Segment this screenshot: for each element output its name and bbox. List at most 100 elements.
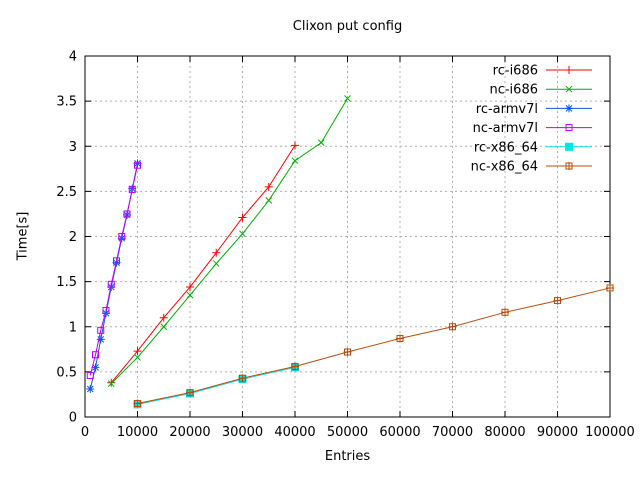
y-tick-label: 1.5: [56, 275, 77, 290]
y-tick-label: 2.5: [56, 185, 77, 200]
marker-square: [102, 307, 110, 315]
series-marker: [238, 213, 247, 222]
series-marker: [186, 283, 194, 292]
series-marker: [134, 354, 141, 361]
marker-stroke: [291, 141, 299, 150]
marker-square: [565, 142, 573, 151]
marker-square: [128, 186, 136, 194]
series-marker: [264, 182, 273, 191]
marker-stroke: [86, 385, 94, 393]
series-marker: [606, 283, 614, 292]
series-rc-i686: [107, 141, 299, 387]
x-tick-label: 60000: [379, 425, 420, 440]
series-marker: [118, 233, 126, 240]
series-marker: [212, 248, 221, 257]
series-marker: [186, 291, 194, 299]
series-marker: [113, 257, 120, 265]
series-nc-i686: [107, 95, 351, 387]
marker-stroke: [264, 182, 273, 191]
series-marker: [134, 161, 141, 169]
series-marker: [159, 313, 168, 322]
legend-label: rc-armv7l: [476, 102, 538, 117]
series-marker: [212, 260, 220, 267]
series-marker: [107, 378, 116, 387]
series-line: [137, 366, 296, 405]
marker-square: [86, 371, 94, 379]
legend-label: rc-x86_64: [474, 140, 538, 155]
marker-stroke: [186, 283, 194, 292]
marker-square: [449, 323, 456, 331]
series-marker: [239, 230, 246, 238]
marker-square: [134, 399, 141, 407]
series-marker: [238, 374, 247, 383]
marker-stroke: [159, 313, 168, 322]
x-tick-label: 90000: [537, 425, 578, 440]
x-tick-label: 40000: [274, 425, 315, 440]
series-line: [89, 165, 138, 376]
marker-square: [565, 162, 573, 170]
marker-square: [107, 280, 115, 288]
series-line: [137, 287, 611, 404]
x-axis-label: Entries: [324, 449, 371, 464]
marker-stroke: [565, 85, 573, 93]
series-marker: [291, 141, 299, 150]
legend-entry-rc-i686: rc-i686: [493, 64, 592, 79]
series-marker: [344, 95, 351, 102]
y-tick-label: 3.5: [56, 95, 77, 110]
series-marker: [91, 363, 100, 372]
series-marker: [86, 385, 95, 394]
series-line: [110, 98, 348, 384]
marker-stroke: [344, 95, 351, 102]
marker-stroke: [160, 323, 168, 331]
marker-stroke: [212, 248, 221, 257]
marker-square: [118, 233, 126, 240]
marker-square: [186, 389, 194, 397]
series-marker: [565, 104, 573, 113]
series-marker: [133, 347, 142, 356]
y-tick-label: 2: [69, 230, 77, 245]
x-tick-label: 10000: [117, 425, 158, 440]
marker-square: [565, 124, 573, 132]
y-tick-label: 1: [69, 320, 77, 335]
series-marker: [501, 308, 509, 317]
marker-square: [396, 334, 404, 342]
series-marker: [291, 362, 299, 371]
series-marker: [565, 142, 573, 151]
series-marker: [133, 399, 142, 408]
marker-stroke: [317, 139, 325, 146]
x-tick-label: 50000: [327, 425, 368, 440]
y-tick-label: 0: [69, 411, 77, 426]
legend-label: rc-i686: [493, 64, 538, 79]
series-nc-x86_64: [133, 283, 614, 408]
marker-stroke: [133, 347, 142, 356]
x-tick-label: 80000: [484, 425, 525, 440]
marker-square: [134, 161, 141, 169]
legend-label: nc-x86_64: [471, 160, 538, 175]
series-marker: [565, 124, 573, 132]
marker-square: [239, 374, 246, 382]
marker-stroke: [291, 157, 299, 165]
series-marker: [107, 280, 115, 288]
marker-square: [501, 308, 509, 316]
marker-square: [554, 297, 561, 305]
series-marker: [160, 323, 168, 331]
x-tick-label: 70000: [432, 425, 473, 440]
legend-entry-rc-armv7l: rc-armv7l: [476, 102, 592, 117]
marker-stroke: [134, 160, 141, 167]
marker-square: [113, 257, 120, 265]
y-tick-label: 0.5: [56, 365, 77, 380]
x-tick-label: 30000: [222, 425, 263, 440]
marker-square: [291, 362, 299, 370]
marker-stroke: [239, 230, 246, 238]
series-marker: [123, 210, 131, 218]
marker-square: [606, 284, 614, 292]
series-marker: [448, 322, 457, 331]
series-nc-armv7l: [86, 161, 141, 379]
legend-entry-rc-x86_64: rc-x86_64: [474, 140, 592, 155]
series-marker: [97, 326, 105, 334]
marker-square: [97, 326, 105, 334]
marker-square: [123, 210, 131, 218]
series-marker: [265, 197, 273, 204]
